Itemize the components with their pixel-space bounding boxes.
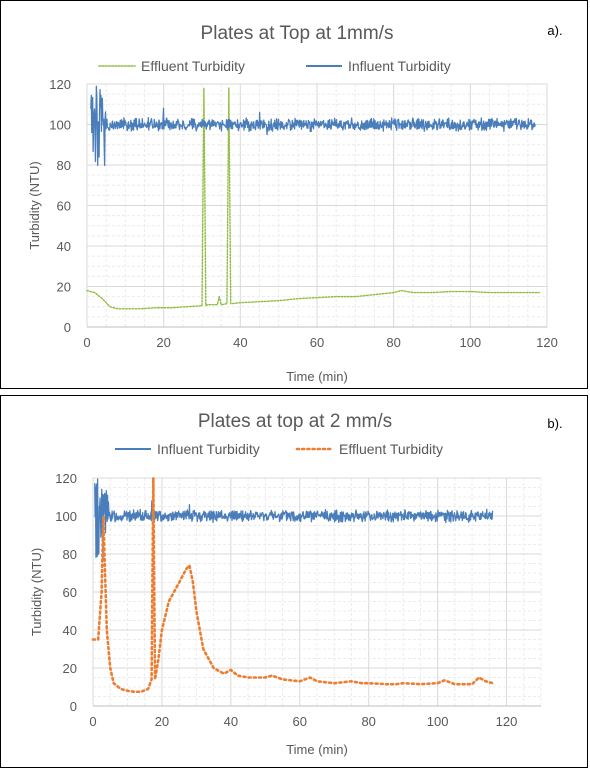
chart-a-y-tick-label: 40 <box>57 239 71 254</box>
chart-b-y-tick-label: 60 <box>63 585 77 600</box>
chart-a-legend-label: Influent Turbidity <box>348 58 451 74</box>
chart-b-x-tick-label: 100 <box>427 714 449 729</box>
chart-b-x-tick-label: 60 <box>293 714 307 729</box>
chart-a-series-effluent-turbidity <box>86 87 541 310</box>
chart-b-panel-label: b). <box>547 416 562 431</box>
chart-b-series-influent-turbidity <box>94 478 494 562</box>
chart-a-y-tick-label: 120 <box>49 77 71 92</box>
chart-a-x-tick-label: 0 <box>83 335 90 350</box>
chart-a-y-tick-label: 0 <box>64 320 71 335</box>
chart-a-y-tick-label: 100 <box>49 118 71 133</box>
chart-a-x-tick-label: 20 <box>156 335 170 350</box>
chart-panel-a: Plates at Top at 1mm/s a). 0 20 40 60 80 100 120… <box>0 0 588 389</box>
chart-b-x-tick-label: 120 <box>496 714 518 729</box>
chart-b-title: Plates at top at 2 mm/s <box>198 411 392 432</box>
chart-panel-b: Plates at top at 2 mm/s b). 0 20 40 60 80 100 12… <box>0 395 588 768</box>
chart-b-svg: Plates at top at 2 mm/s b). 0 20 40 60 80 100 12… <box>29 411 563 757</box>
chart-b-y-tick-label: 120 <box>55 471 77 486</box>
chart-a-x-tick-label: 40 <box>233 335 247 350</box>
chart-b-x-tick-label: 0 <box>89 714 96 729</box>
chart-a-title: Plates at Top at 1mm/s <box>201 23 394 44</box>
chart-b-y-tick-label: 0 <box>70 699 77 714</box>
chart-b-y-axis-label: Turbidity (NTU) <box>29 548 44 636</box>
chart-b-y-tick-label: 40 <box>63 623 77 638</box>
chart-b-y-tick-label: 100 <box>55 509 77 524</box>
chart-b-x-tick-label: 80 <box>361 714 375 729</box>
chart-a-x-tick-label: 60 <box>310 335 324 350</box>
chart-a-grid <box>86 83 548 328</box>
chart-a-x-axis-label: Time (min) <box>286 369 348 384</box>
chart-a-x-tick-label: 100 <box>459 335 481 350</box>
chart-a-y-tick-label: 20 <box>57 280 71 295</box>
chart-b-series-effluent-turbidity <box>91 476 495 694</box>
chart-a-y-tick-label: 80 <box>57 158 71 173</box>
chart-a-panel-label: a). <box>547 23 562 38</box>
chart-b-x-axis-label: Time (min) <box>286 742 348 757</box>
chart-a-series-influent-turbidity <box>90 85 536 167</box>
chart-a-legend-label: Effluent Turbidity <box>141 58 245 74</box>
chart-b-y-tick-label: 80 <box>63 547 77 562</box>
chart-a-y-axis-label: Turbidity (NTU) <box>27 161 42 249</box>
chart-a-x-tick-label: 120 <box>536 335 558 350</box>
chart-a-svg: Plates at Top at 1mm/s a). 0 20 40 60 80 100 120… <box>27 23 563 384</box>
chart-b-legend-label: Effluent Turbidity <box>339 441 443 457</box>
chart-b-x-tick-label: 40 <box>224 714 238 729</box>
chart-b-x-tick-label: 20 <box>155 714 169 729</box>
chart-b-y-tick-label: 20 <box>63 661 77 676</box>
chart-a-x-tick-label: 80 <box>386 335 400 350</box>
chart-b-legend-label: Influent Turbidity <box>157 441 260 457</box>
chart-a-y-tick-label: 60 <box>57 199 71 214</box>
